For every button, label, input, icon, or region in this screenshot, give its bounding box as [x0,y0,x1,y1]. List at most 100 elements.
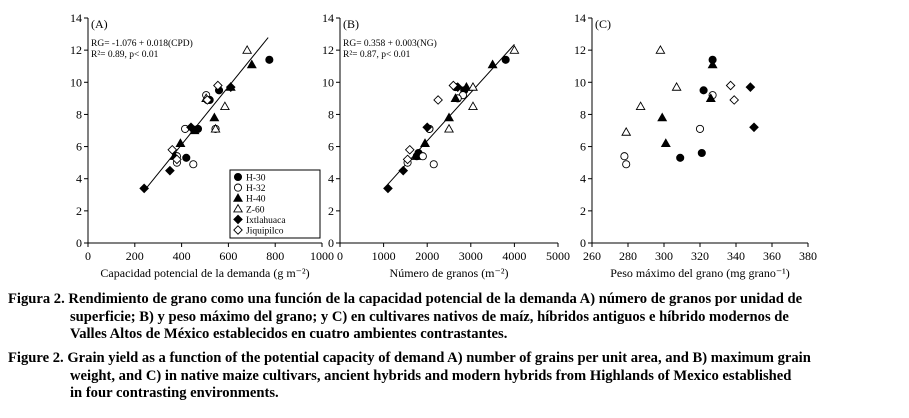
data-point [725,80,736,91]
legend-marker [233,214,243,225]
data-point [175,138,186,147]
data-point [444,123,454,133]
data-point [265,55,274,64]
series-ixtlahuaca [139,82,236,194]
x-axis-label: Número de granos (m⁻²) [390,266,509,280]
panel-label: (A) [91,17,108,31]
regression-annotation: RG= 0.358 + 0.003(NG) [343,38,437,49]
x-axis-label: Capacidad potencial de la demanda (g m⁻²… [100,266,309,280]
y-tick-label: 8 [580,107,586,121]
series-ixtlahuaca [745,82,759,133]
x-tick-label: 260 [583,249,601,263]
legend-entry: H-30 [246,174,266,184]
x-tick-label: 400 [173,249,191,263]
legend-marker [233,225,243,235]
legend-entry: H-32 [246,184,266,194]
data-point [165,165,175,176]
x-tick-label: 600 [219,249,237,263]
y-tick-label: 4 [76,172,82,186]
data-point [242,45,253,54]
caption-en-line2: weight, and C) in native maize cultivars… [70,367,792,384]
data-point [655,45,666,54]
caption-en-line3: in four contrasting environments. [70,385,279,402]
regression-annotation: R²= 0.89, p< 0.01 [91,50,159,60]
panel-label: (B) [343,17,359,31]
caption-es-line3: Valles Altos de México establecidos en c… [70,326,508,343]
x-tick-label: 3000 [459,249,483,263]
data-point [729,95,740,105]
data-point [167,144,178,155]
data-point [213,80,223,91]
data-point [671,82,682,91]
x-tick-label: 5000 [546,249,570,263]
legend-marker [233,193,243,202]
x-tick-label: 360 [763,249,781,263]
caption-es-line1: Rendimiento de grano como una función de… [68,291,803,307]
caption-english: Figure 2. Grain yield as a function of t… [8,350,903,403]
x-tick-label: 280 [619,249,637,263]
data-point [635,101,646,110]
y-tick-label: 0 [580,236,586,250]
y-tick-label: 4 [580,172,586,186]
series-h-40 [411,59,498,160]
data-point [225,82,236,92]
legend-entry: Jiquipilco [246,227,284,237]
caption-en-line1: Grain yield as a function of the potenti… [67,350,811,366]
legend-marker [233,172,243,182]
data-point [620,152,629,161]
x-tick-label: 320 [691,249,709,263]
caption-en-label: Figure 2. [8,350,64,366]
data-point [182,153,191,162]
data-point [383,183,393,194]
y-tick-label: 2 [76,204,82,218]
series-h-40 [169,59,257,160]
caption-es-label: Figura 2. [8,291,65,307]
y-tick-label: 8 [76,107,82,121]
data-point [468,82,478,91]
data-point [172,154,182,165]
data-point [676,153,685,162]
data-point [246,59,257,69]
regression-annotation: R²= 0.87, p< 0.01 [343,50,411,60]
x-tick-label: 1000 [372,249,396,263]
x-tick-label: 800 [266,249,284,263]
y-tick-label: 0 [328,236,334,250]
data-point [139,183,149,194]
regression-annotation: RG= -1.076 + 0.018(CPD) [91,38,193,49]
y-tick-label: 0 [76,236,82,250]
data-point [487,59,498,69]
y-tick-label: 12 [574,43,586,57]
data-point [695,124,705,133]
series-h-40 [657,59,718,147]
data-point [501,55,510,64]
data-point [210,123,221,133]
legend-marker [233,203,243,213]
data-point [660,138,671,147]
data-point [745,82,756,92]
data-point [402,154,413,165]
y-tick-label: 6 [580,140,586,154]
data-point [448,80,459,91]
data-point [398,165,409,176]
legend-entry: Ixtlahuaca [246,216,286,226]
series-jiquipilco [725,80,740,105]
data-point [622,160,631,169]
data-point [697,148,706,158]
data-point [621,127,632,136]
data-point [707,59,718,69]
y-tick-label: 14 [574,11,586,25]
x-tick-label: 380 [799,249,817,263]
panel-label: (C) [595,17,611,31]
data-point [219,101,230,110]
data-point [461,82,472,91]
caption-spanish: Figura 2. Rendimiento de grano como una … [8,291,903,344]
data-point [186,122,196,133]
series-z-60 [621,45,682,136]
chart-panel-2: 0 2 4 6 8 10 12 14 0 1000 2000 3000 4000 5000 Número d… [322,11,570,280]
data-point [749,122,759,133]
x-axis-label: Peso máximo del grano (mg grano⁻¹) [610,266,790,280]
data-point [189,160,198,169]
data-point [509,45,520,54]
